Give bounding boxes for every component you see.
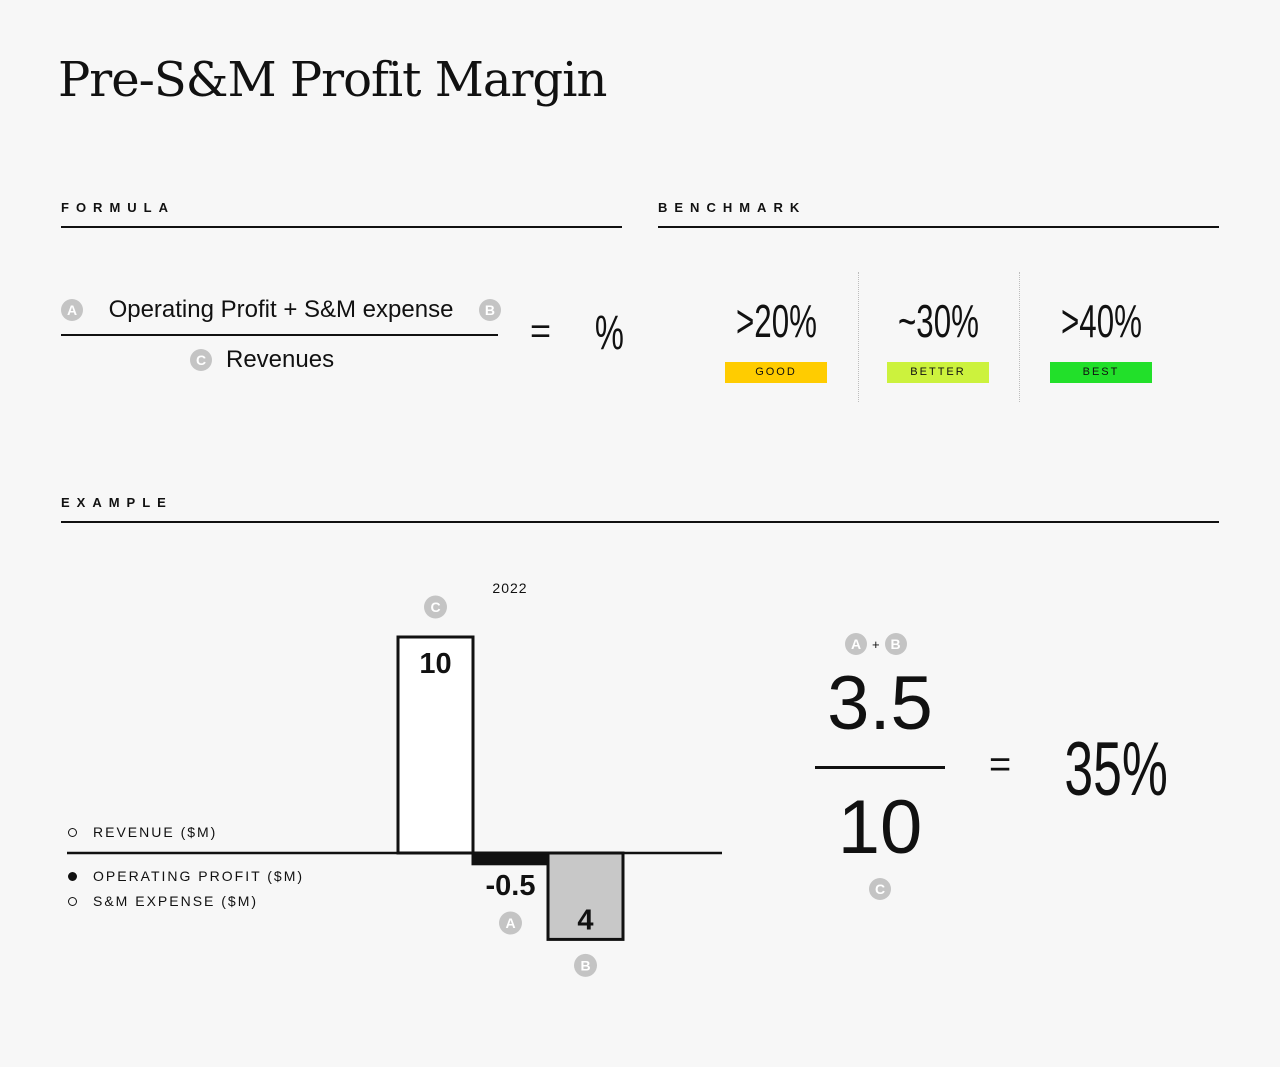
- legend-revenue-label: REVENUE ($M): [93, 824, 218, 840]
- benchmark-better-value: ~30%: [897, 295, 979, 347]
- benchmark-good: >20% GOOD: [706, 296, 846, 383]
- calc-badge-c-icon: C: [869, 878, 891, 900]
- calc-result: 35%: [1040, 726, 1180, 813]
- formula-numerator-text: Operating Profit + S&M expense: [108, 296, 454, 323]
- legend-sm-expense: S&M EXPENSE ($M): [68, 893, 258, 909]
- legend-operating-profit-label: OPERATING PROFIT ($M): [93, 868, 305, 884]
- bar-badge-c-icon: [424, 595, 447, 619]
- badge-a-icon: A: [61, 299, 83, 321]
- badge-b-icon: B: [478, 299, 501, 321]
- calc-plus: +: [872, 636, 880, 652]
- calc-badges: A + B: [845, 633, 907, 655]
- benchmark-divider-2: [1019, 272, 1020, 402]
- bar-operating-profit-m: [471, 851, 550, 866]
- calc-badge-b-icon: B: [884, 633, 907, 655]
- formula-denominator: C Revenues: [190, 346, 334, 374]
- example-rule: [61, 521, 1219, 523]
- bar-value-label-operating-profit-m: -0.5: [486, 870, 536, 902]
- legend-revenue-dot-icon: [68, 827, 77, 837]
- bar-badge-letter-c: C: [430, 599, 440, 615]
- formula-numerator: A Operating Profit + S&M expense B: [61, 296, 501, 324]
- bar-badge-letter-b: B: [580, 957, 590, 973]
- benchmark-divider-1: [858, 272, 859, 402]
- bar-badge-a-icon: [499, 911, 522, 935]
- calc-denominator-badge: C: [869, 878, 891, 900]
- calc-badge-a-icon: A: [845, 633, 867, 655]
- benchmark-section-label: BENCHMARK: [658, 200, 807, 215]
- formula-denominator-text: Revenues: [226, 346, 335, 373]
- benchmark-best-value: >40%: [1060, 295, 1142, 347]
- chart-category-label: 2022: [492, 580, 527, 596]
- calc-denominator: 10: [837, 785, 923, 870]
- bar-value-label-revenue-m: 10: [419, 648, 451, 680]
- bar-badge-b-icon: [574, 953, 597, 977]
- formula-result-text: %: [594, 307, 624, 360]
- benchmark-good-tag: GOOD: [725, 362, 827, 383]
- bar-value-label-s-m-expense-m: 4: [577, 904, 593, 936]
- badge-c-icon: C: [190, 349, 212, 371]
- legend-sm-expense-dot-icon: [68, 896, 77, 906]
- legend-sm-expense-label: S&M EXPENSE ($M): [93, 893, 259, 909]
- benchmark-rule: [658, 226, 1219, 228]
- formula-result-percent: %: [588, 306, 628, 361]
- benchmark-good-value: >20%: [735, 295, 817, 347]
- legend-revenue: REVENUE ($M): [68, 824, 217, 840]
- formula-equals: =: [530, 310, 552, 351]
- legend-operating-profit: OPERATING PROFIT ($M): [68, 868, 304, 884]
- example-section-label: EXAMPLE: [61, 495, 173, 510]
- calc-result-text: 35%: [1064, 727, 1168, 812]
- bar-s-m-expense-m: [546, 851, 625, 941]
- legend-operating-profit-dot-icon: [68, 871, 77, 881]
- calc-equals: =: [989, 744, 1012, 786]
- benchmark-better: ~30% BETTER: [868, 296, 1008, 383]
- benchmark-better-tag: BETTER: [887, 362, 989, 383]
- benchmark-best: >40% BEST: [1031, 296, 1171, 383]
- page-title: Pre-S&M Profit Margin: [58, 52, 607, 108]
- bar-badge-letter-a: A: [505, 915, 515, 931]
- formula-rule: [61, 226, 622, 228]
- benchmark-best-tag: BEST: [1050, 362, 1152, 383]
- formula-section-label: FORMULA: [61, 200, 175, 215]
- example-chart: 2022 10 C -0.5 A 4 B: [67, 580, 722, 977]
- calc-fraction-line: [815, 766, 945, 769]
- formula-fraction-line: [61, 334, 498, 336]
- calc-numerator: 3.5: [827, 661, 933, 746]
